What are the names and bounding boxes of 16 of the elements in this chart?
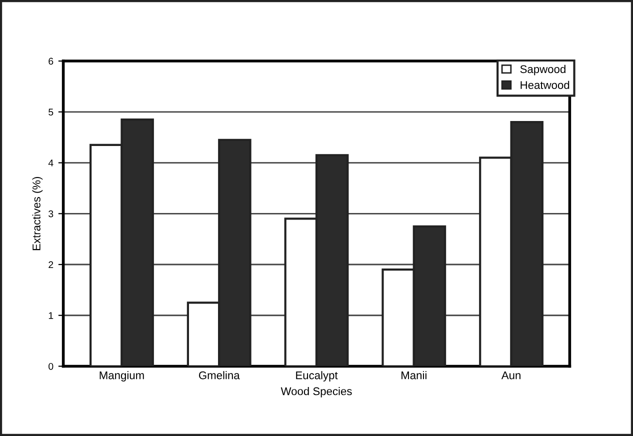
y-tick-label: 2 xyxy=(48,261,54,268)
y-tick-label: 3 xyxy=(48,210,54,218)
x-tick-label: Aun xyxy=(501,372,520,380)
x-tick-label: Manii xyxy=(402,371,426,380)
y-tick-label: 0 xyxy=(48,362,54,370)
x-tick-label: Eucalypt xyxy=(296,371,338,382)
y-tick-label: 6 xyxy=(48,58,54,65)
x-axis-title: Wood Species xyxy=(280,387,352,398)
x-tick-label: Gmelina xyxy=(198,371,240,380)
y-tick-label: 4 xyxy=(48,160,54,166)
x-tick-label: Mangium xyxy=(100,371,144,382)
legend-label: Heatwood xyxy=(520,80,570,90)
y-tick-label: 5 xyxy=(48,108,54,116)
legend-label: Sapwood xyxy=(520,64,566,76)
y-tick-label: 1 xyxy=(48,312,54,319)
y-axis-title: Extractives (%) xyxy=(32,176,43,250)
